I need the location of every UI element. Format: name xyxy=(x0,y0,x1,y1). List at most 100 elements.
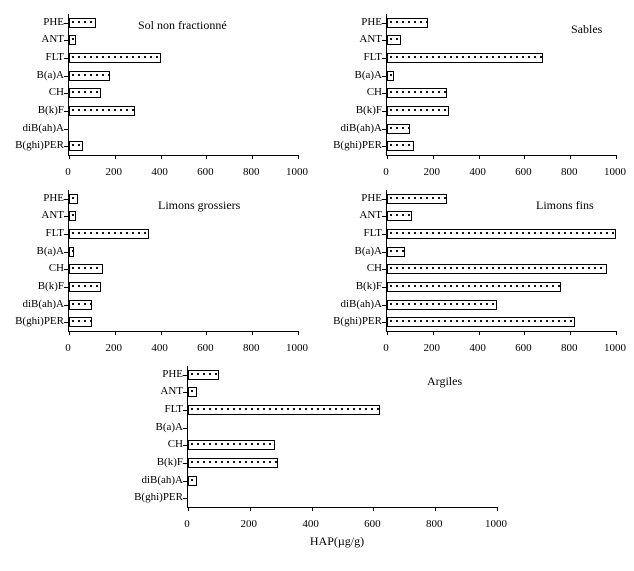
bar xyxy=(387,53,543,63)
bar xyxy=(69,71,110,81)
x-tick-label: 800 xyxy=(561,342,578,354)
y-label: B(a)A xyxy=(127,421,183,433)
y-tick xyxy=(382,305,386,306)
y-label: B(ghi)PER xyxy=(326,315,382,327)
y-tick xyxy=(382,322,386,323)
y-tick xyxy=(183,498,187,499)
y-label: ANT xyxy=(326,209,382,221)
y-label: FLT xyxy=(8,51,64,63)
y-label: FLT xyxy=(8,227,64,239)
x-tick xyxy=(616,331,617,335)
x-tick-label: 1000 xyxy=(485,518,507,530)
y-label: B(k)F xyxy=(8,280,64,292)
bar xyxy=(387,282,561,292)
x-tick xyxy=(524,155,525,159)
y-tick xyxy=(183,463,187,464)
bar xyxy=(69,247,74,257)
y-tick xyxy=(382,234,386,235)
bar xyxy=(188,440,275,450)
bar xyxy=(69,18,96,28)
y-tick xyxy=(382,76,386,77)
y-label: diB(ah)A xyxy=(326,122,382,134)
y-tick xyxy=(183,392,187,393)
panel-sables: SablesPHEANTFLTB(a)ACHB(k)FdiB(ah)AB(ghi… xyxy=(326,8,626,178)
x-tick-label: 1000 xyxy=(604,342,626,354)
y-tick xyxy=(64,111,68,112)
panel-limons-grossiers: Limons grossiersPHEANTFLTB(a)ACHB(k)FdiB… xyxy=(8,184,308,354)
x-tick xyxy=(497,507,498,511)
bar xyxy=(387,124,410,134)
x-tick-label: 0 xyxy=(383,342,389,354)
y-label: PHE xyxy=(8,16,64,28)
y-tick xyxy=(183,375,187,376)
y-tick xyxy=(64,216,68,217)
y-label: FLT xyxy=(127,403,183,415)
y-label: CH xyxy=(8,86,64,98)
bar xyxy=(188,476,197,486)
x-tick xyxy=(570,155,571,159)
x-axis-title: HAP(µg/g) xyxy=(8,534,626,549)
x-tick-label: 200 xyxy=(424,342,441,354)
y-label: CH xyxy=(127,438,183,450)
bar xyxy=(387,88,447,98)
y-tick xyxy=(64,146,68,147)
y-tick xyxy=(382,252,386,253)
x-tick xyxy=(161,155,162,159)
x-tick-label: 600 xyxy=(515,342,532,354)
bar xyxy=(387,317,575,327)
y-label: ANT xyxy=(8,33,64,45)
y-tick xyxy=(183,481,187,482)
y-tick xyxy=(64,287,68,288)
x-tick-label: 400 xyxy=(151,342,168,354)
y-tick xyxy=(382,199,386,200)
y-tick xyxy=(382,146,386,147)
y-tick xyxy=(382,93,386,94)
x-tick xyxy=(433,155,434,159)
y-label: B(ghi)PER xyxy=(8,139,64,151)
y-tick xyxy=(382,269,386,270)
x-tick xyxy=(479,155,480,159)
y-tick xyxy=(64,93,68,94)
y-tick xyxy=(64,40,68,41)
y-label: B(ghi)PER xyxy=(8,315,64,327)
bar xyxy=(188,458,278,468)
bar xyxy=(69,141,83,151)
x-tick-label: 400 xyxy=(302,518,319,530)
x-tick xyxy=(524,331,525,335)
x-tick xyxy=(161,331,162,335)
y-tick xyxy=(382,287,386,288)
x-tick-label: 800 xyxy=(243,342,260,354)
y-tick xyxy=(64,252,68,253)
bar xyxy=(69,282,101,292)
y-tick xyxy=(64,58,68,59)
row-3: ArgilesPHEANTFLTB(a)ACHB(k)FdiB(ah)AB(gh… xyxy=(8,360,626,530)
panel-argiles: ArgilesPHEANTFLTB(a)ACHB(k)FdiB(ah)AB(gh… xyxy=(127,360,507,530)
x-tick xyxy=(433,331,434,335)
x-tick-label: 800 xyxy=(243,166,260,178)
y-tick xyxy=(64,23,68,24)
panel-title: Limons fins xyxy=(536,198,594,213)
bar xyxy=(387,194,447,204)
x-tick-label: 800 xyxy=(426,518,443,530)
y-tick xyxy=(382,40,386,41)
x-tick xyxy=(252,155,253,159)
y-label: diB(ah)A xyxy=(8,298,64,310)
panel-title: Limons grossiers xyxy=(158,198,240,213)
y-tick xyxy=(382,58,386,59)
bar xyxy=(387,141,414,151)
x-tick-label: 1000 xyxy=(286,342,308,354)
y-label: B(a)A xyxy=(8,69,64,81)
y-label: B(ghi)PER xyxy=(326,139,382,151)
bar xyxy=(69,88,101,98)
x-tick xyxy=(250,507,251,511)
x-tick-label: 0 xyxy=(65,342,71,354)
bar xyxy=(69,300,92,310)
x-tick-label: 0 xyxy=(65,166,71,178)
y-label: FLT xyxy=(326,227,382,239)
x-tick xyxy=(206,155,207,159)
x-tick-label: 0 xyxy=(184,518,190,530)
bar xyxy=(387,247,405,257)
bar xyxy=(69,317,92,327)
x-tick xyxy=(298,331,299,335)
panel-limons-fins: Limons finsPHEANTFLTB(a)ACHB(k)FdiB(ah)A… xyxy=(326,184,626,354)
